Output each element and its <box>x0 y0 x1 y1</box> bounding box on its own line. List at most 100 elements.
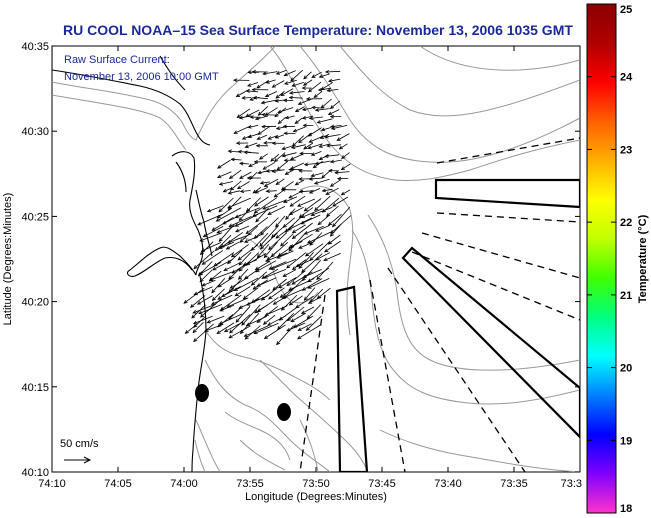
current-vector-head <box>193 265 198 270</box>
current-vector <box>228 190 240 194</box>
current-vector <box>265 252 288 262</box>
current-vector-head <box>314 207 319 212</box>
current-vector <box>289 195 306 207</box>
current-vector-head <box>263 275 268 279</box>
current-vector <box>311 71 322 78</box>
current-vector <box>297 198 315 207</box>
current-vector <box>245 109 260 117</box>
current-vector <box>314 178 330 184</box>
current-vector-head <box>280 242 285 247</box>
current-vector <box>337 133 350 141</box>
current-vector-head <box>297 335 302 340</box>
current-vector <box>298 98 313 105</box>
current-vector-head <box>256 84 261 89</box>
current-vector-head <box>270 266 275 270</box>
current-vector-head <box>288 95 293 100</box>
current-vector <box>234 126 249 134</box>
current-vector-head <box>303 145 308 150</box>
current-vector <box>268 287 285 300</box>
current-vector <box>268 232 288 250</box>
current-vector <box>240 190 251 192</box>
colorbar-tick-label: 24 <box>620 72 633 84</box>
current-vector <box>289 97 303 99</box>
current-vector-head <box>282 124 287 129</box>
current-vector <box>193 315 213 324</box>
current-vector <box>217 159 231 169</box>
current-vector <box>212 259 233 271</box>
current-vector-head <box>237 256 242 261</box>
current-vector-head <box>329 232 334 237</box>
current-vector-head <box>218 321 223 325</box>
current-vector <box>283 217 296 228</box>
y-tick-label: 40:25 <box>21 211 49 223</box>
current-vector-head <box>225 245 231 250</box>
current-vector <box>272 80 285 88</box>
current-vector <box>275 134 285 139</box>
current-vector-head <box>239 161 244 166</box>
bathymetry-contours <box>52 46 580 472</box>
current-vector <box>255 115 269 120</box>
current-vector-head <box>274 113 279 118</box>
current-vector-head <box>324 248 329 253</box>
current-vector-head <box>340 166 346 171</box>
current-vector <box>277 313 295 330</box>
current-vector <box>255 260 271 271</box>
current-vector-head <box>222 220 227 225</box>
current-vector <box>259 153 268 160</box>
current-vector-head <box>201 282 206 287</box>
current-vector <box>202 250 224 265</box>
current-vector-head <box>311 74 316 78</box>
current-vector <box>317 118 333 123</box>
current-vector-head <box>301 115 307 120</box>
current-vector-head <box>198 271 204 275</box>
current-vector <box>277 107 294 113</box>
current-vector-head <box>217 323 222 328</box>
y-axis-label: Latitude (Degrees:Minutes) <box>2 193 14 326</box>
exclusion-zones <box>335 178 580 472</box>
current-vector <box>220 294 242 311</box>
current-vector <box>237 108 251 118</box>
current-vector-head <box>314 108 320 112</box>
current-vector-head <box>329 105 335 109</box>
current-vector-head <box>226 240 232 244</box>
current-vector <box>307 278 330 289</box>
current-vector <box>237 244 259 261</box>
current-vector <box>228 268 240 280</box>
current-vector <box>285 169 295 175</box>
current-vector-head <box>301 276 306 282</box>
current-vector-head <box>303 207 308 212</box>
current-vector <box>300 214 321 225</box>
current-vector-head <box>302 274 307 278</box>
current-vector-head <box>283 199 288 203</box>
current-vector-head <box>243 239 249 243</box>
current-vector <box>310 288 324 303</box>
current-vector-head <box>273 193 278 198</box>
current-vector <box>223 262 241 271</box>
current-vector <box>286 270 306 286</box>
current-vector-head <box>262 320 268 325</box>
current-vector-head <box>250 281 256 286</box>
current-vector-head <box>260 231 265 236</box>
current-vector-head <box>307 145 312 150</box>
current-vector-head <box>218 237 223 242</box>
current-vector-head <box>292 128 298 133</box>
current-vector <box>309 177 323 180</box>
current-vector <box>322 188 333 192</box>
current-vector <box>222 214 241 225</box>
current-vector <box>216 222 243 234</box>
current-vector <box>332 196 349 207</box>
current-vector <box>292 224 306 234</box>
current-vector <box>223 187 232 193</box>
current-vector <box>292 222 313 239</box>
current-vector-head <box>297 327 302 331</box>
current-vector-head <box>301 86 306 90</box>
current-vector <box>302 259 322 281</box>
current-vector-head <box>298 264 303 269</box>
current-vector <box>289 295 303 306</box>
current-vector <box>284 79 297 85</box>
current-vector-head <box>291 235 296 240</box>
current-vector <box>229 276 249 289</box>
current-vector <box>276 160 289 171</box>
current-vector-head <box>323 257 328 261</box>
current-vector-head <box>237 275 243 280</box>
